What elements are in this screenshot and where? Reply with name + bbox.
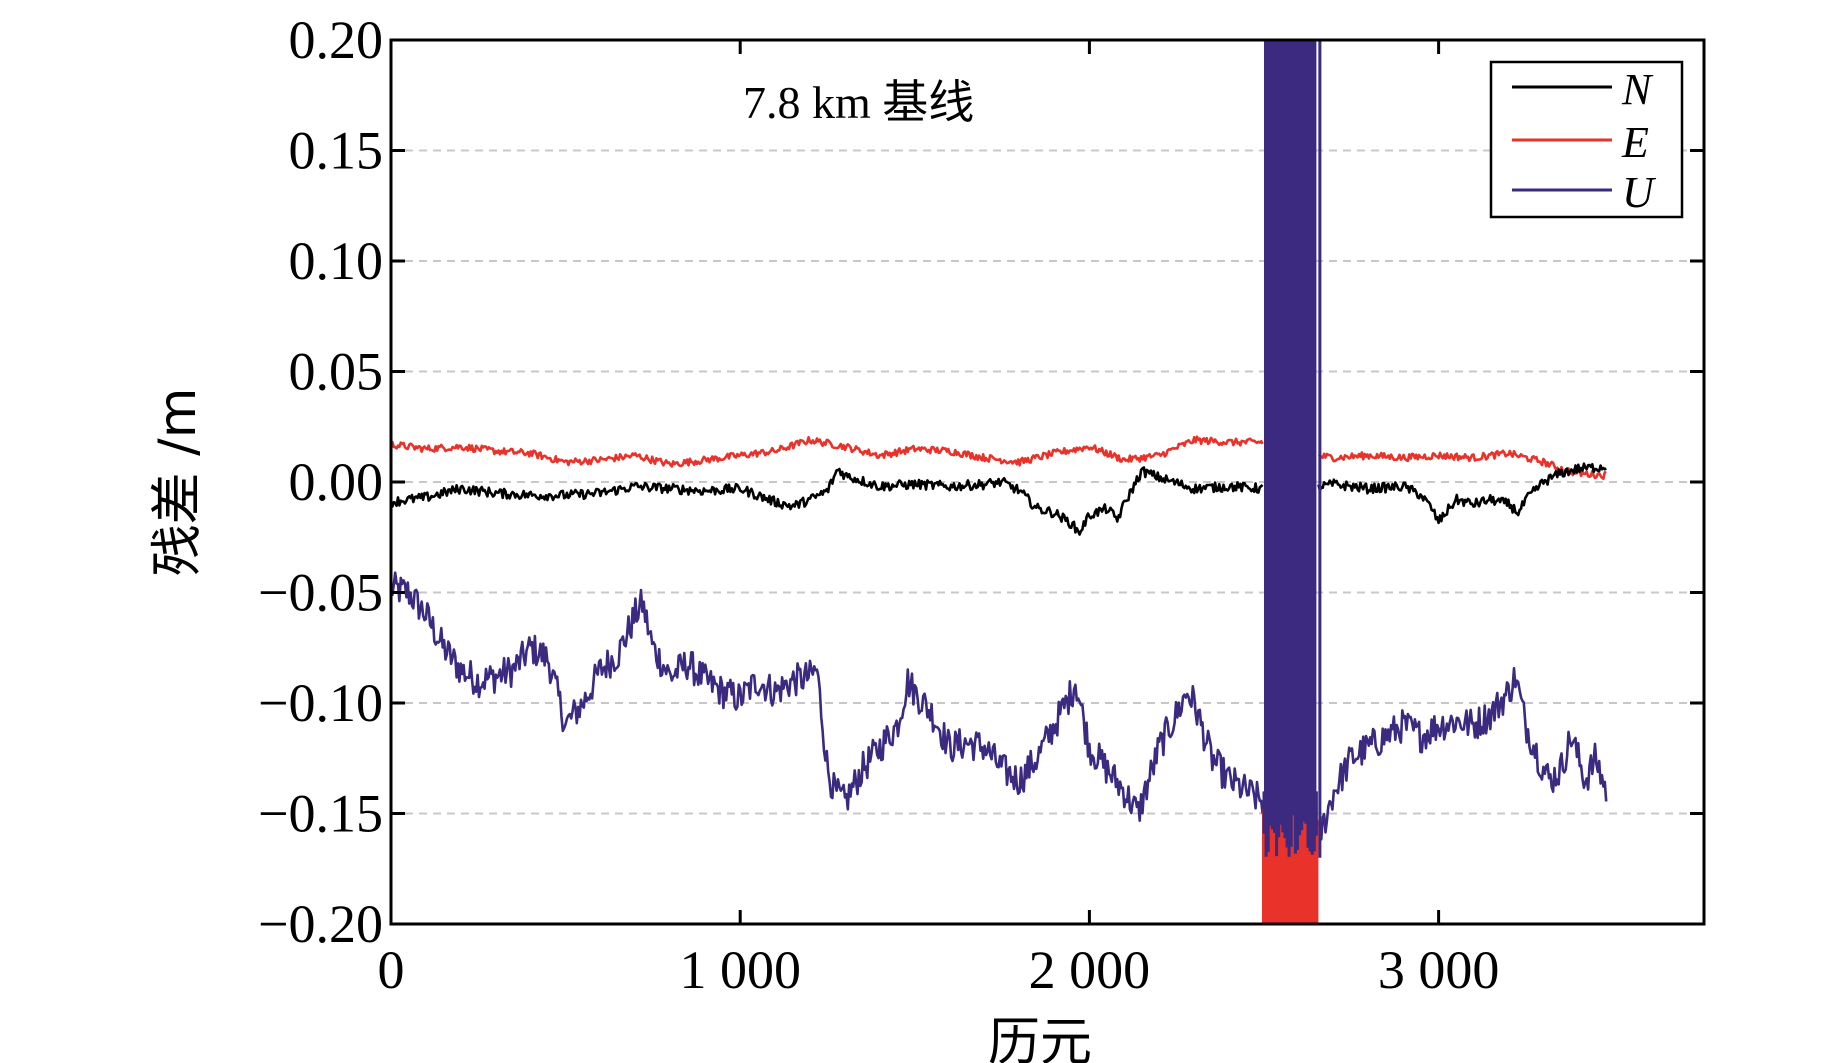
noisy-segment [1262, 40, 1322, 924]
y-tick-label: −0.05 [258, 563, 383, 623]
series-e-line [390, 435, 1607, 480]
y-tick-label: 0.10 [289, 231, 384, 291]
y-tick-label: −0.20 [258, 894, 383, 954]
noise-u-low [1262, 791, 1318, 857]
series-n-line [389, 462, 1607, 536]
y-tick-label: −0.15 [258, 784, 383, 844]
noise-e-band [1262, 803, 1319, 924]
y-tick-label: 0.20 [289, 10, 384, 70]
legend: N E U [1489, 60, 1684, 219]
tick-marks [389, 38, 1704, 926]
series-u-line [389, 571, 1608, 841]
y-tick-label: 0.15 [289, 121, 384, 181]
x-tick-label: 1 000 [679, 940, 801, 1000]
y-axis-title: 残差 /m [148, 388, 208, 577]
legend-label-e: E [1621, 118, 1649, 167]
x-tick-label: 3 000 [1378, 940, 1500, 1000]
grid-lines [391, 149, 1704, 815]
series-layer [389, 435, 1608, 841]
y-tick-label: −0.10 [258, 673, 383, 733]
legend-label-n: N [1621, 65, 1654, 114]
x-tick-label: 0 [378, 940, 405, 1000]
tick-labels: 0.20 0.15 0.10 0.05 0.00 −0.05 −0.10 −0.15 −0.20… [258, 10, 1499, 1000]
x-tick-label: 2 000 [1029, 940, 1151, 1000]
y-tick-label: 0.00 [289, 452, 384, 512]
y-tick-label: 0.05 [289, 342, 384, 402]
noise-u-band [1264, 40, 1317, 814]
legend-label-u: U [1622, 168, 1657, 217]
baseline-annotation: 7.8 km 基线 [743, 77, 974, 128]
x-axis-title: 历元 [988, 1013, 1092, 1063]
